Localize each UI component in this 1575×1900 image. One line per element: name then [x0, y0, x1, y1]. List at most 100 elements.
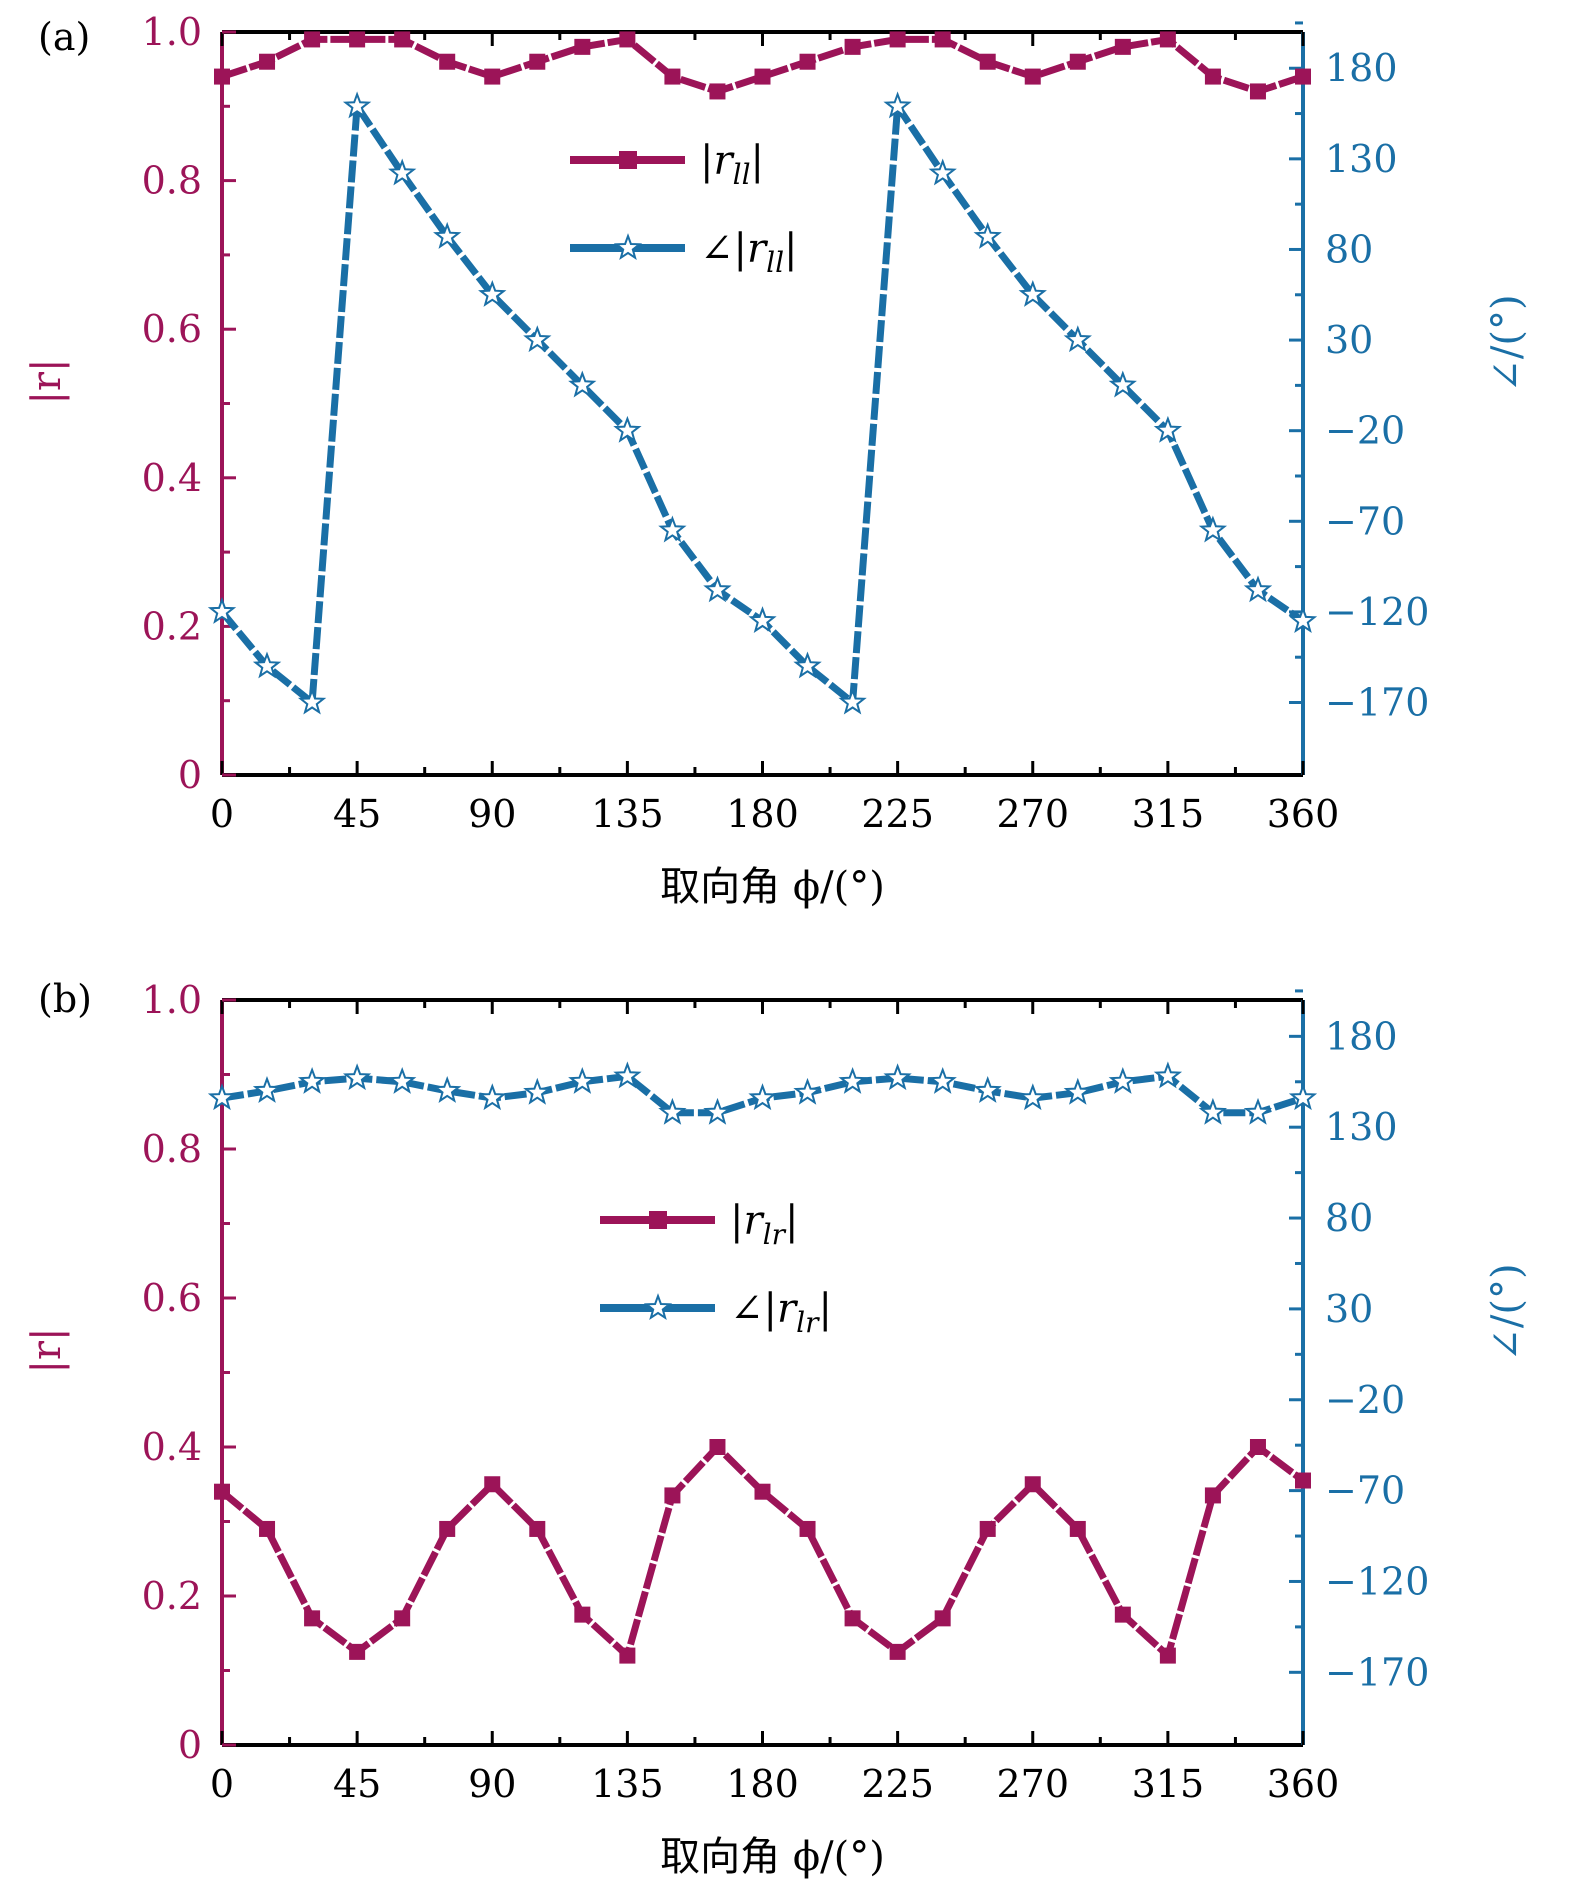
data-point-square	[709, 1439, 726, 1455]
legend-label-sub: ll	[766, 246, 784, 279]
data-point-square	[1249, 1439, 1266, 1455]
x-tick-label: 0	[210, 1762, 234, 1806]
y-left-tick-label: 0.2	[142, 604, 202, 648]
data-point-square	[889, 1643, 906, 1660]
data-point-square	[844, 38, 861, 55]
data-point-star	[838, 1066, 867, 1094]
data-point-square	[529, 1520, 546, 1537]
data-point-star	[1063, 325, 1092, 353]
data-point-square	[1295, 1472, 1311, 1489]
data-point-square	[349, 31, 366, 48]
data-point-square	[1204, 68, 1221, 85]
data-point-star	[1198, 1097, 1228, 1125]
panel-label: (b)	[38, 977, 92, 1021]
x-tick-label: 135	[591, 1762, 664, 1806]
x-tick-label: 0	[210, 792, 234, 836]
data-point-star	[478, 279, 507, 307]
x-tick-label: 45	[333, 792, 381, 836]
data-point-star	[748, 606, 777, 634]
y-right-axis-title: ∠/(°)	[1484, 1263, 1530, 1361]
data-point-square	[1114, 1606, 1131, 1623]
x-tick-label: 180	[726, 792, 799, 836]
data-point-star	[252, 1076, 282, 1103]
data-point-square	[1024, 68, 1041, 85]
data-point-star	[297, 687, 327, 715]
chart-panel-a: 0 45 90 135 180 225 270 315 360 0 0.2 0.4 0.6 0.8 1.0 1…	[24, 10, 1530, 910]
legend-label-close: |	[751, 138, 764, 184]
data-point-square	[394, 1610, 411, 1627]
legend-label-sub: lr	[763, 1218, 787, 1251]
data-point-star	[207, 1083, 237, 1111]
x-axis-title: 取向角 ϕ/(°)	[660, 1834, 885, 1880]
data-point-star	[388, 1066, 417, 1094]
y-right-tick-label: 130	[1325, 1105, 1398, 1149]
data-point-star	[342, 91, 372, 119]
data-point-square	[214, 1483, 230, 1500]
y-left-tick-label: 0	[178, 753, 202, 797]
data-point-square	[1114, 38, 1131, 55]
data-point-square	[754, 1483, 771, 1500]
x-tick-label: 315	[1132, 792, 1205, 836]
x-tick-label: 360	[1267, 792, 1340, 836]
data-point-star	[928, 1066, 957, 1094]
data-point-star	[433, 1075, 462, 1103]
y-right-tick-label: 180	[1325, 46, 1398, 90]
data-point-star	[1243, 1097, 1273, 1125]
series-line	[219, 1443, 1306, 1660]
y-left-tick-label: 1.0	[142, 10, 202, 54]
x-tick-label: 270	[996, 792, 1069, 836]
data-point-square	[1069, 53, 1086, 70]
y-left-tick-label: 0.6	[142, 307, 202, 351]
data-point-star	[568, 1066, 597, 1094]
data-point-square	[619, 1647, 636, 1664]
legend-label-close: |	[784, 226, 797, 272]
legend-label-main: |r	[700, 138, 735, 184]
data-point-star	[1288, 1083, 1318, 1111]
y-right-tick-label: 30	[1325, 318, 1373, 362]
data-point-star	[568, 370, 597, 398]
data-point-star	[793, 1077, 822, 1105]
data-point-star	[1018, 279, 1047, 307]
data-point-square	[484, 1476, 501, 1493]
data-point-square	[574, 38, 591, 55]
data-point-square	[1069, 1520, 1086, 1537]
x-tick-label: 315	[1132, 1762, 1205, 1806]
x-axis-title: 取向角 ϕ/(°)	[660, 864, 885, 910]
y-right-tick-label: 130	[1325, 137, 1398, 181]
data-point-star	[703, 1097, 732, 1125]
data-point-square	[934, 1610, 951, 1627]
y-left-tick-label: 0.8	[142, 159, 202, 203]
data-point-square	[439, 1520, 456, 1537]
data-point-star	[388, 158, 417, 186]
data-point-star	[838, 687, 867, 715]
data-point-star	[703, 575, 732, 603]
y-left-tick-label: 0.8	[142, 1127, 202, 1171]
data-point-square	[889, 31, 906, 48]
legend-marker-square	[619, 151, 637, 169]
data-point-star	[973, 1075, 1002, 1103]
x-tick-label: 180	[726, 1762, 799, 1806]
y-left-tick-label: 0.4	[142, 1425, 202, 1469]
y-right-tick-label: −70	[1325, 499, 1405, 543]
data-point-square	[214, 68, 230, 85]
data-point-star	[973, 221, 1002, 249]
y-right-tick-label: −70	[1325, 1469, 1405, 1513]
data-point-square	[664, 68, 681, 85]
data-point-square	[799, 1520, 816, 1537]
y-left-tick-label: 0	[178, 1723, 202, 1767]
legend-marker-square	[649, 1211, 667, 1229]
x-tick-label: 135	[591, 792, 664, 836]
data-point-star	[793, 651, 822, 679]
data-point-star	[252, 651, 282, 679]
data-point-square	[259, 53, 276, 70]
data-point-star	[478, 1083, 507, 1111]
y-right-tick-label: −20	[1325, 409, 1405, 453]
data-point-square	[529, 53, 546, 70]
data-point-star	[1153, 1061, 1183, 1089]
legend-marker-star	[643, 1293, 673, 1321]
data-point-square	[664, 1487, 681, 1504]
data-point-square	[574, 1606, 591, 1623]
data-point-star	[1063, 1077, 1092, 1105]
data-point-square	[934, 31, 951, 48]
data-point-star	[297, 1066, 327, 1094]
